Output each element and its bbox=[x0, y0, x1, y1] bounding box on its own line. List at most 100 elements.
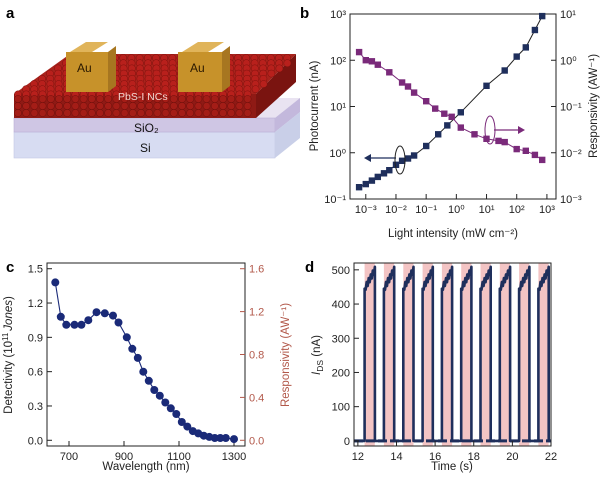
nc-sphere-295 bbox=[202, 95, 211, 103]
b-point-1-18 bbox=[522, 147, 529, 154]
b-point-1-12 bbox=[457, 124, 464, 131]
c-point-14 bbox=[144, 376, 153, 385]
nc-sphere-307 bbox=[235, 95, 244, 103]
d-x-tick-3: 18 bbox=[468, 451, 480, 463]
nc-sphere-257 bbox=[96, 102, 104, 110]
nc-sphere-259 bbox=[104, 95, 113, 103]
c-point-4 bbox=[77, 320, 86, 329]
panel-d-y-axis-label: IDS (nA) bbox=[311, 335, 325, 375]
d-light-band-2 bbox=[403, 263, 414, 446]
panel-d-x-axis-label: Time (s) bbox=[431, 461, 473, 473]
c-point-18 bbox=[166, 404, 175, 413]
au-label-right: Au bbox=[190, 61, 205, 75]
b-point-0-17 bbox=[522, 44, 529, 51]
nc-sphere-269 bbox=[128, 102, 137, 110]
c-point-27 bbox=[216, 434, 225, 442]
nc-sphere-255 bbox=[87, 109, 96, 117]
c-y-tick-2: 0.6 bbox=[28, 367, 43, 379]
nc-sphere-252 bbox=[79, 109, 88, 117]
b-series-line-1 bbox=[358, 51, 543, 161]
d-y-tick-0: 0 bbox=[344, 436, 350, 448]
b-point-1-20 bbox=[539, 156, 546, 164]
d-light-band-8 bbox=[519, 263, 530, 446]
d-x-tick-4: 20 bbox=[506, 451, 518, 463]
panel-d-y-axis-label-post: (nA) bbox=[311, 335, 323, 360]
panel-c-frame bbox=[46, 262, 246, 447]
nc-sphere-303 bbox=[219, 109, 227, 117]
nc-sphere-302 bbox=[219, 102, 227, 110]
nc-sphere-275 bbox=[145, 102, 154, 110]
b-point-0-19 bbox=[539, 12, 546, 20]
nc-sphere-294 bbox=[194, 109, 203, 117]
nc-sphere-278 bbox=[153, 102, 162, 110]
panel-b-y-axis-label: Photocurrent (nA) bbox=[309, 60, 321, 151]
c-point-9 bbox=[114, 318, 123, 327]
b-point-0-12 bbox=[444, 122, 451, 129]
b-point-0-8 bbox=[404, 155, 412, 162]
panel-d-y-axis-label-sub: DS bbox=[315, 360, 325, 372]
nc-sphere-276 bbox=[145, 109, 154, 117]
c-point-11 bbox=[128, 344, 137, 353]
d-light-band-0 bbox=[364, 263, 375, 446]
b-point-1-17 bbox=[513, 145, 520, 153]
b-point-1-2 bbox=[368, 58, 376, 65]
nc-sphere-305 bbox=[227, 102, 236, 110]
nc-sphere-232 bbox=[30, 95, 39, 103]
b-point-1-5 bbox=[398, 79, 406, 86]
panel-d-ticks: 12 14 16 18 20 22 0 100 200 300 400 500 bbox=[332, 265, 557, 463]
b-y2-tick-3: 10⁰ bbox=[560, 55, 577, 67]
b-point-0-1 bbox=[362, 180, 369, 188]
panel-a-device-schematic: a Au Au PbS-I NCs SiO₂ Si bbox=[6, 5, 300, 159]
b-point-0-15 bbox=[501, 67, 508, 74]
b-point-0-18 bbox=[531, 26, 539, 34]
nc-sphere-282 bbox=[161, 109, 170, 117]
panel-c-y-axis-label: Detectivity (1011Jones) bbox=[1, 296, 15, 414]
panel-b-x-axis-label: Light intensity (mW cm⁻²) bbox=[388, 228, 518, 240]
c-point-29 bbox=[230, 435, 238, 444]
b-x-tick-4: 10¹ bbox=[479, 204, 495, 216]
b-x-tick-2: 10⁻¹ bbox=[415, 204, 437, 216]
b-point-0-3 bbox=[374, 173, 381, 181]
c-point-1 bbox=[56, 312, 65, 321]
c-y2-tick-1: 0.4 bbox=[249, 392, 264, 404]
b-y2-tick-1: 10⁻² bbox=[560, 148, 582, 160]
c-x-tick-0: 700 bbox=[60, 451, 78, 463]
panel-c-x-axis-label: Wavelength (nm) bbox=[102, 461, 189, 473]
b-point-1-0 bbox=[355, 48, 363, 56]
nc-sphere-261 bbox=[104, 109, 113, 117]
nc-sphere-245 bbox=[63, 102, 72, 110]
b-point-0-0 bbox=[355, 184, 363, 191]
d-light-band-7 bbox=[499, 263, 510, 446]
c-point-2 bbox=[62, 320, 71, 329]
d-light-band-4 bbox=[441, 263, 453, 446]
c-point-5 bbox=[84, 316, 93, 325]
nc-sphere-264 bbox=[112, 109, 121, 117]
nc-sphere-285 bbox=[169, 109, 178, 117]
b-point-1-6 bbox=[404, 83, 412, 90]
nc-sphere-304 bbox=[227, 95, 236, 103]
nc-sphere-283 bbox=[169, 95, 178, 103]
nc-sphere-246 bbox=[63, 109, 72, 117]
nc-sphere-299 bbox=[210, 102, 219, 110]
b-point-1-15 bbox=[495, 137, 502, 145]
nc-sphere-227 bbox=[14, 102, 22, 110]
c-y-tick-4: 1.2 bbox=[28, 298, 43, 310]
c-point-20 bbox=[177, 418, 186, 426]
panel-c-y-axis-label-post: ) bbox=[3, 296, 15, 300]
panel-d-light-bands bbox=[364, 263, 549, 446]
d-light-band-9 bbox=[538, 263, 549, 446]
b-point-0-11 bbox=[435, 131, 442, 138]
b-point-0-4 bbox=[380, 170, 388, 177]
b-point-1-1 bbox=[362, 57, 369, 64]
nc-sphere-254 bbox=[87, 102, 96, 110]
c-y2-tick-3: 1.2 bbox=[249, 307, 264, 319]
panel-b-y2-axis-label: Responsivity (AW⁻¹) bbox=[588, 54, 600, 158]
nc-sphere-267 bbox=[120, 109, 129, 117]
c-point-26 bbox=[210, 434, 219, 442]
panel-c-y-axis-label-sup: 11 bbox=[1, 332, 10, 341]
nc-sphere-281 bbox=[161, 102, 170, 110]
c-point-10 bbox=[122, 333, 131, 342]
d-x-tick-2: 16 bbox=[429, 451, 441, 463]
d-light-band-1 bbox=[383, 263, 395, 446]
nc-sphere-247 bbox=[71, 95, 80, 103]
